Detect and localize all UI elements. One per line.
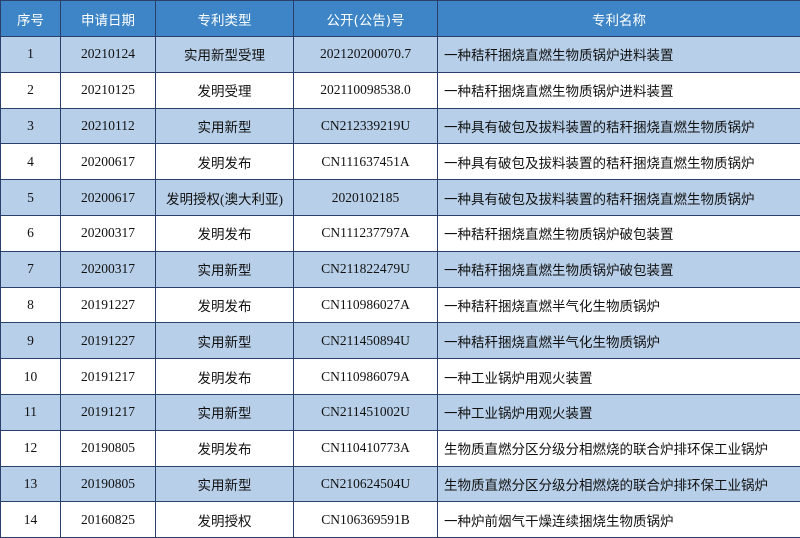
table-cell: 10: [0, 358, 61, 395]
patent-name-cell: 一种具有破包及拔料装置的秸秆捆烧直燃生物质锅炉: [437, 107, 800, 145]
table-row: 8 20191227 发明发布 CN110986027A 一种秸秆捆烧直燃半气化生物质锅…: [0, 286, 800, 324]
table-row: 2 20210125 发明受理 202110098538.0 一种秸秆捆烧直燃生物质锅炉…: [0, 71, 800, 109]
table-cell: 20160825: [60, 501, 156, 538]
table-cell: 20210112: [60, 107, 156, 145]
table-cell: 20190805: [60, 465, 156, 503]
table-cell: 实用新型受理: [155, 36, 294, 73]
table-row: 6 20200317 发明发布 CN111237797A 一种秸秆捆烧直燃生物质锅炉破包…: [0, 214, 800, 252]
table-cell: 20200617: [60, 143, 156, 181]
patent-name-cell: 一种炉前烟气干燥连续捆烧生物质锅炉: [437, 501, 800, 538]
table-row: 9 20191227 实用新型 CN211450894U 一种秸秆捆烧直燃半气化生物质锅…: [0, 322, 800, 360]
table-row: 13 20190805 实用新型 CN210624504U 生物质直燃分区分级分相燃烧的…: [0, 465, 800, 503]
table-cell: 实用新型: [155, 322, 294, 360]
table-cell: CN211451002U: [293, 393, 438, 431]
table-cell: CN110410773A: [293, 429, 438, 467]
table-cell: CN211450894U: [293, 322, 438, 360]
table-row: 10 20191217 发明发布 CN110986079A 一种工业锅炉用观火装置: [0, 358, 800, 395]
table-body: 1 20210124 实用新型受理 202120200070.7 一种秸秆捆烧直燃生物质…: [0, 36, 800, 538]
table-cell: 实用新型: [155, 465, 294, 503]
table-cell: 2020102185: [293, 179, 438, 216]
table-row: 12 20190805 发明发布 CN110410773A 生物质直燃分区分级分相燃烧的…: [0, 429, 800, 467]
table-cell: 20200317: [60, 250, 156, 288]
patent-name-cell: 生物质直燃分区分级分相燃烧的联合炉排环保工业锅炉: [437, 429, 800, 467]
header-cell: 序号: [0, 0, 61, 37]
table-cell: 发明发布: [155, 286, 294, 324]
table-cell: 6: [0, 214, 61, 252]
table-cell: 3: [0, 107, 61, 145]
patent-name-cell: 一种秸秆捆烧直燃生物质锅炉破包装置: [437, 214, 800, 252]
table-row: 1 20210124 实用新型受理 202120200070.7 一种秸秆捆烧直燃生物质…: [0, 36, 800, 73]
header-cell: 专利类型: [155, 0, 294, 37]
table-header: 序号 申请日期 专利类型 公开(公告)号 专利名称: [0, 0, 800, 37]
table-cell: 实用新型: [155, 393, 294, 431]
table-cell: 20200317: [60, 214, 156, 252]
table-cell: 20200617: [60, 179, 156, 216]
table-cell: 实用新型: [155, 250, 294, 288]
table-cell: CN211822479U: [293, 250, 438, 288]
table-row: 5 20200617 发明授权(澳大利亚) 2020102185 一种具有破包及拔料装置…: [0, 179, 800, 216]
table-cell: 20190805: [60, 429, 156, 467]
table-cell: 12: [0, 429, 61, 467]
header-cell: 申请日期: [60, 0, 156, 37]
patent-name-cell: 一种秸秆捆烧直燃半气化生物质锅炉: [437, 322, 800, 360]
patent-name-cell: 生物质直燃分区分级分相燃烧的联合炉排环保工业锅炉: [437, 465, 800, 503]
table-cell: 202120200070.7: [293, 36, 438, 73]
table-cell: 发明发布: [155, 143, 294, 181]
header-row: 序号 申请日期 专利类型 公开(公告)号 专利名称: [0, 0, 800, 37]
table-cell: 8: [0, 286, 61, 324]
header-cell: 公开(公告)号: [293, 0, 438, 37]
table-cell: CN111637451A: [293, 143, 438, 181]
patent-name-cell: 一种秸秆捆烧直燃生物质锅炉进料装置: [437, 71, 800, 109]
table-cell: 9: [0, 322, 61, 360]
table-cell: 20191227: [60, 322, 156, 360]
patent-name-cell: 一种秸秆捆烧直燃生物质锅炉破包装置: [437, 250, 800, 288]
table-row: 7 20200317 实用新型 CN211822479U 一种秸秆捆烧直燃生物质锅炉破包…: [0, 250, 800, 288]
table-cell: 20191217: [60, 393, 156, 431]
table-cell: 20191227: [60, 286, 156, 324]
table-cell: 20210124: [60, 36, 156, 73]
table-cell: 发明受理: [155, 71, 294, 109]
table-cell: 5: [0, 179, 61, 216]
patent-name-cell: 一种具有破包及拔料装置的秸秆捆烧直燃生物质锅炉: [437, 179, 800, 216]
patent-name-cell: 一种秸秆捆烧直燃半气化生物质锅炉: [437, 286, 800, 324]
table-cell: CN110986079A: [293, 358, 438, 395]
table-cell: 20210125: [60, 71, 156, 109]
table-cell: 发明发布: [155, 358, 294, 395]
table-cell: 发明授权(澳大利亚): [155, 179, 294, 216]
table-cell: 7: [0, 250, 61, 288]
header-cell: 专利名称: [437, 0, 800, 37]
table-cell: CN106369591B: [293, 501, 438, 538]
table-cell: CN210624504U: [293, 465, 438, 503]
table-cell: CN110986027A: [293, 286, 438, 324]
table-cell: 发明发布: [155, 214, 294, 252]
table-row: 11 20191217 实用新型 CN211451002U 一种工业锅炉用观火装置: [0, 393, 800, 431]
table-cell: CN111237797A: [293, 214, 438, 252]
patent-name-cell: 一种工业锅炉用观火装置: [437, 393, 800, 431]
table-row: 3 20210112 实用新型 CN212339219U 一种具有破包及拔料装置的秸秆捆…: [0, 107, 800, 145]
table-cell: 发明发布: [155, 429, 294, 467]
table-row: 14 20160825 发明授权 CN106369591B 一种炉前烟气干燥连续捆烧生物…: [0, 501, 800, 538]
table-cell: 11: [0, 393, 61, 431]
table-cell: 13: [0, 465, 61, 503]
patent-name-cell: 一种具有破包及拔料装置的秸秆捆烧直燃生物质锅炉: [437, 143, 800, 181]
table-cell: 4: [0, 143, 61, 181]
patent-name-cell: 一种工业锅炉用观火装置: [437, 358, 800, 395]
table-cell: CN212339219U: [293, 107, 438, 145]
table-cell: 2: [0, 71, 61, 109]
table-cell: 发明授权: [155, 501, 294, 538]
table-row: 4 20200617 发明发布 CN111637451A 一种具有破包及拔料装置的秸秆捆…: [0, 143, 800, 181]
patent-name-cell: 一种秸秆捆烧直燃生物质锅炉进料装置: [437, 36, 800, 73]
table-cell: 实用新型: [155, 107, 294, 145]
table-cell: 14: [0, 501, 61, 538]
table-cell: 202110098538.0: [293, 71, 438, 109]
table-cell: 1: [0, 36, 61, 73]
table-cell: 20191217: [60, 358, 156, 395]
